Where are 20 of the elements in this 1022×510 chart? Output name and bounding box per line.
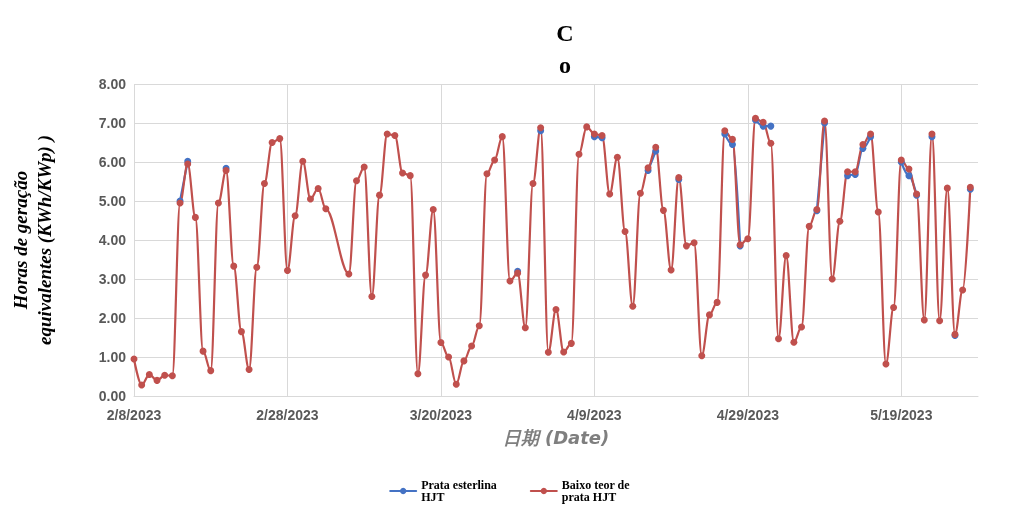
y-tick-label: 0.00 [98, 388, 127, 404]
x-tick-label: 2/28/2023 [256, 407, 319, 423]
legend-label: Baixo teor de prata HJT [561, 478, 633, 504]
legend-label: Prata esterlina HJT [421, 478, 500, 504]
y-tick-label: 1.00 [98, 349, 127, 365]
y-tick-label: 4.00 [98, 232, 127, 248]
x-tick-label: 5/19/2023 [870, 407, 933, 423]
x-tick-label: 3/20/2023 [409, 407, 473, 423]
x-axis-title: 日期 (Date) [502, 426, 610, 448]
x-tick-label: 2/8/2023 [106, 407, 162, 423]
y-tick-label: 8.00 [98, 76, 127, 92]
x-tick-label: 4/29/2023 [716, 407, 780, 423]
y-tick-label: 7.00 [98, 115, 127, 131]
y-tick-label: 6.00 [98, 154, 127, 170]
y-tick-label: 5.00 [98, 193, 127, 209]
x-tick-label: 4/9/2023 [567, 407, 622, 423]
y-tick-label: 3.00 [98, 271, 127, 287]
chart-title: C o [556, 20, 574, 78]
y-tick-label: 2.00 [98, 310, 127, 326]
y-axis-title: Horas de geração equivalentes (KWh/KWp) ) [9, 134, 56, 346]
